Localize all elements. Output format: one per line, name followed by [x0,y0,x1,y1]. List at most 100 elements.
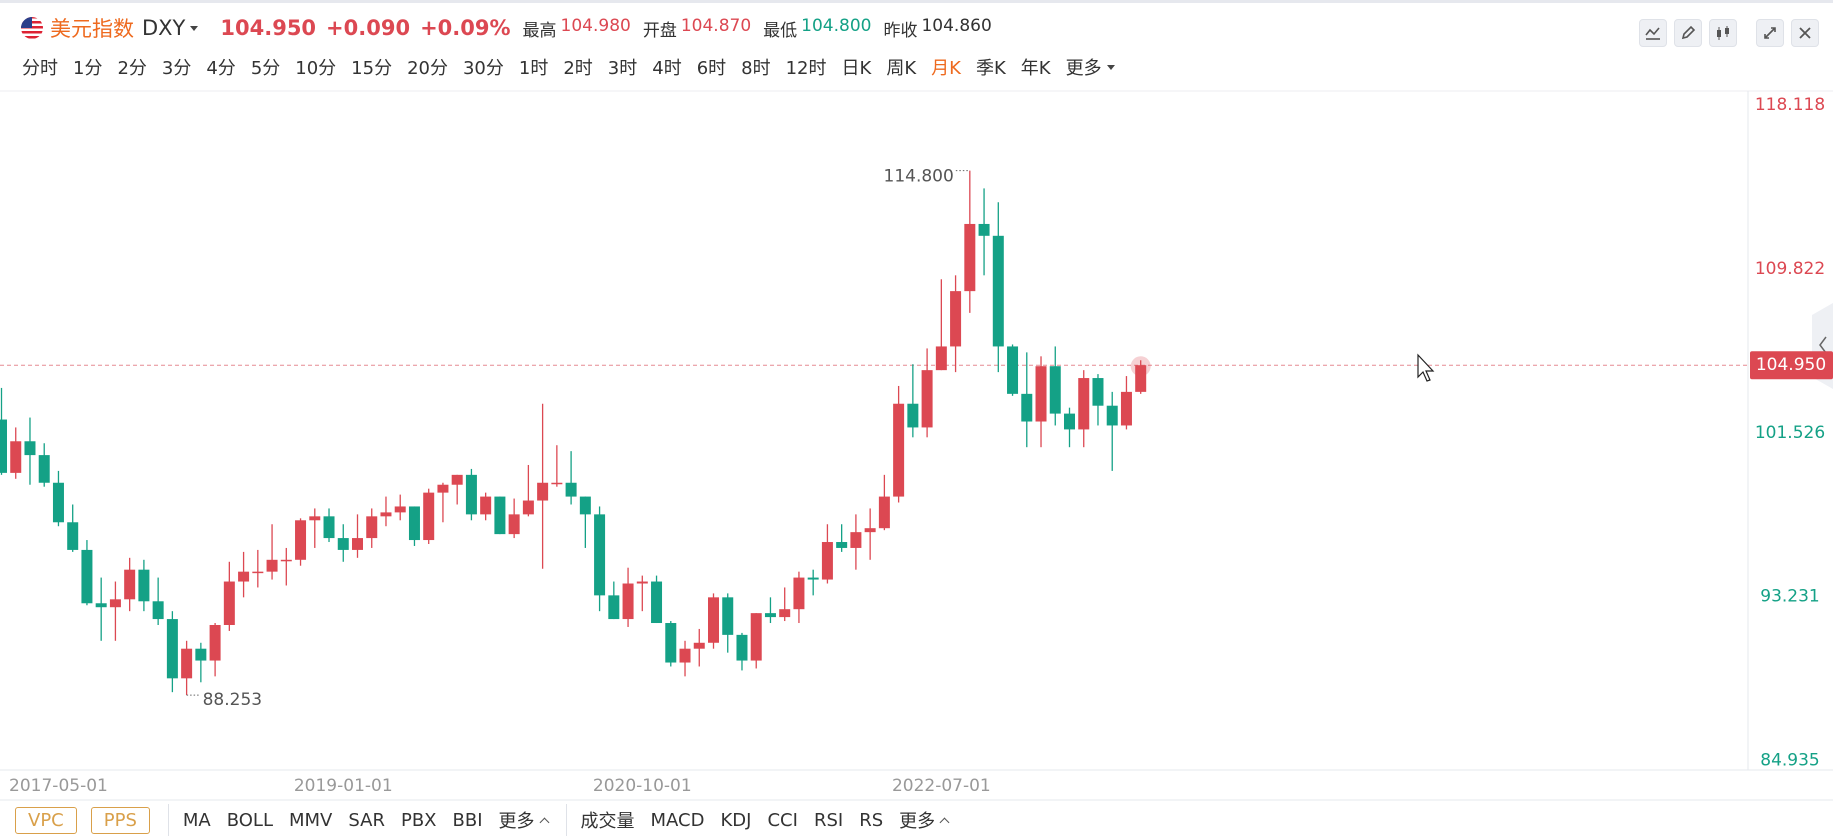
close-button[interactable] [1791,19,1819,47]
indicator[interactable]: MA [182,809,211,831]
candle-body [921,370,933,428]
last-price-box [1750,351,1833,380]
candle-body [380,512,392,517]
period-tab[interactable]: 3时 [607,58,638,79]
indicator[interactable]: 成交量 [580,811,635,832]
candle-body [295,520,307,560]
period-tab[interactable]: 季K [975,58,1006,79]
indicator-tool[interactable] [1639,19,1667,47]
candle-body [893,403,905,497]
candle-body [537,482,549,501]
period-tab[interactable]: 3分 [161,58,192,79]
candle-body [437,484,449,493]
min-label: 88.253 [203,690,262,710]
candle-body [0,419,7,473]
period-tab[interactable]: 30分 [462,58,504,79]
candle-body [323,516,335,539]
candle-body [708,597,719,643]
change: +0.090 [326,16,411,40]
candle-body [252,571,264,574]
indicator-more[interactable]: 更多 [899,811,936,832]
candle-body [52,482,64,523]
period-tab[interactable]: 2时 [563,58,593,79]
candle-body [309,516,321,521]
symbol[interactable]: DXY [142,16,186,40]
indicator[interactable]: RS [859,809,884,831]
period-tab[interactable]: 20分 [407,58,448,79]
indicator-chip[interactable]: PPS [90,806,150,834]
candle-body [266,559,278,572]
candle-body [665,623,677,663]
stats: 最高 104.980 开盘 104.870 最低 104.800 昨收 104.860 [511,16,992,41]
period-tab[interactable]: 10分 [295,58,337,79]
candle-body [451,474,463,485]
candle-body [124,569,136,600]
candle-body [1035,366,1047,422]
period-tab[interactable]: 4时 [652,58,682,79]
fullscreen-button[interactable] [1756,19,1784,47]
stat-value: 104.870 [680,15,752,36]
indicator[interactable]: MACD [650,809,705,831]
period-tab[interactable]: 年K [1020,58,1051,79]
candle-body [779,609,791,618]
candle-body [736,634,748,661]
period-tab[interactable]: 周K [886,58,917,79]
x-tick-label: 2022-07-01 [892,776,991,796]
period-tab[interactable]: 6时 [696,58,727,79]
period-tab[interactable]: 12时 [785,58,827,79]
x-tick-label: 2020-10-01 [593,776,692,796]
period-more[interactable]: 更多 [1065,58,1102,79]
candle-body [1007,346,1019,394]
candle-body [579,496,591,515]
candle-body [166,619,178,679]
indicator-chip[interactable]: VPC [15,806,77,834]
indicator[interactable]: KDJ [720,809,752,831]
instrument-name: 美元指数 [50,17,134,41]
y-tick-label: 101.526 [1755,423,1825,443]
candle-body [138,569,150,602]
period-tab[interactable]: 分时 [22,58,58,79]
indicator[interactable]: RSI [813,809,844,831]
indicator[interactable]: BBI [452,809,483,831]
period-tab[interactable]: 1分 [73,58,103,79]
candle-body [337,538,349,550]
candle-body [352,538,363,550]
period-tab[interactable]: 1时 [518,58,549,79]
candle-body [636,581,648,584]
candle-body [24,441,36,456]
stat-label: 昨收 [883,20,918,41]
y-tick-label: 84.935 [1760,751,1819,771]
candle-body [1135,365,1147,392]
y-tick-label: 93.231 [1760,587,1819,607]
period-tab[interactable]: 月K [931,58,961,79]
candle-body [223,581,235,625]
chart-type-tool[interactable] [1709,19,1737,47]
candle-body [1064,413,1075,430]
indicator[interactable]: SAR [348,809,385,831]
period-tab[interactable]: 8时 [741,58,771,79]
indicator[interactable]: PBX [400,809,437,831]
separator [167,804,169,836]
indicator[interactable]: BOLL [226,809,273,831]
candle-body [152,601,164,620]
indicator[interactable]: CCI [767,809,798,831]
candle-body [1021,393,1033,422]
draw-tool[interactable] [1674,19,1702,47]
period-tab[interactable]: 4分 [206,58,236,79]
candle-body [1049,366,1061,414]
indicator[interactable]: MMV [289,809,333,831]
x-tick-label: 2019-01-01 [294,776,393,796]
kline-chart: 118.118 109.822 101.526 93.231 84.935 2017-05… [0,90,1833,801]
price: 104.950 [220,16,317,40]
candle-body [280,559,292,562]
period-tabs: 分时 1分 2分 3分 4分 5分 10分 15分 20分 30分 1时 2时 3时 4时 6时 8时 12时日… [22,51,1115,83]
indicator-more[interactable]: 更多 [498,811,535,832]
candle-body [850,532,862,548]
candle-body [679,648,691,663]
collapse-arrow [1819,336,1827,354]
period-tab[interactable]: 15分 [351,58,393,79]
period-tab[interactable]: 5分 [250,58,281,79]
period-tab[interactable]: 2分 [117,58,147,79]
period-tab[interactable]: 日K [841,58,872,79]
candle-body [366,516,378,539]
